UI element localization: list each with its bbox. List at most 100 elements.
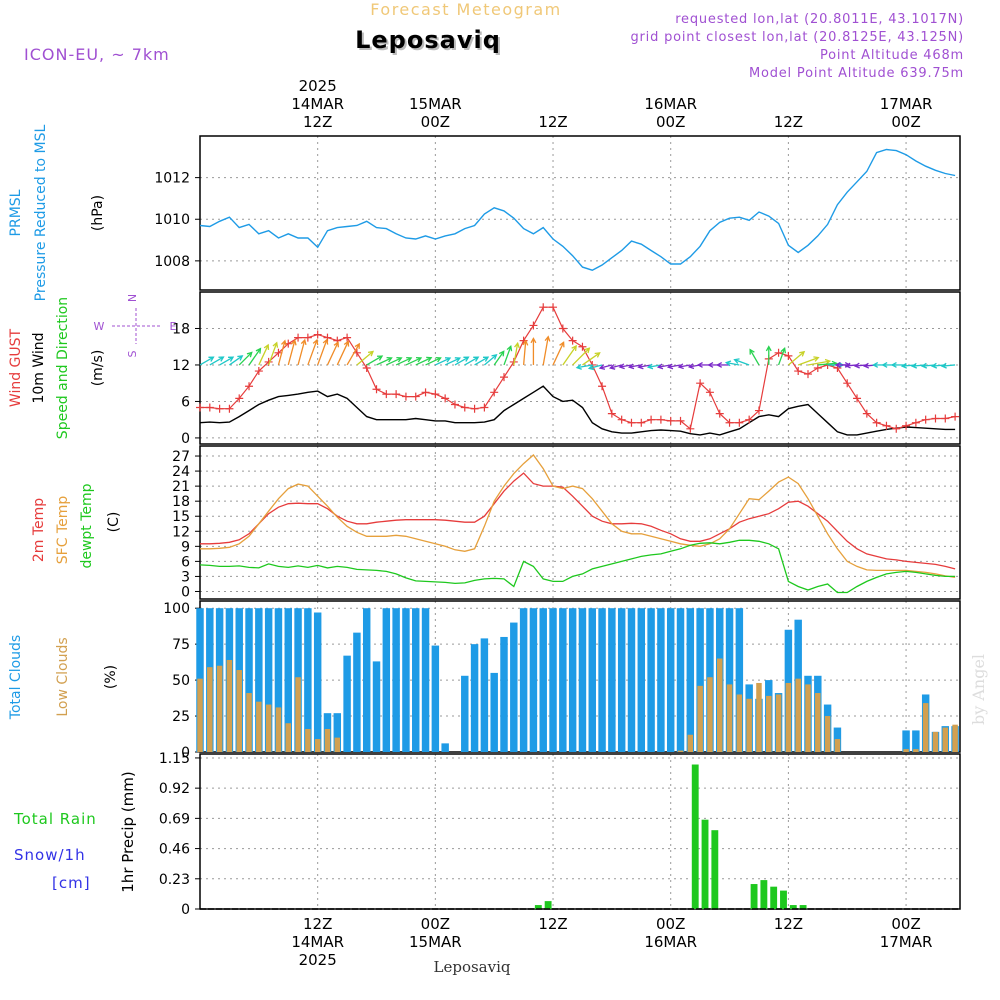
y-tick-label: 18 (172, 321, 190, 337)
low-clouds-bar (314, 739, 321, 752)
gust-marker (431, 390, 440, 399)
wind-arrow-head (910, 362, 918, 369)
total-clouds-bar (559, 608, 567, 752)
compass-s: S (126, 350, 139, 357)
wind-arrow-head (354, 342, 360, 349)
wind-direction-arrow (582, 352, 601, 366)
wind-arrow-head (386, 356, 393, 363)
low-clouds-bar (216, 665, 223, 752)
wind-direction-arrow (610, 364, 622, 369)
total-clouds-bar (912, 730, 920, 752)
wind-direction-arrow (258, 344, 269, 366)
low-clouds-bar (756, 682, 762, 752)
panel-border (199, 753, 961, 910)
y-tick-label: 24 (172, 464, 190, 480)
gust-marker (676, 416, 685, 425)
footer-location: Leposaviq (434, 958, 511, 976)
wind-arrow-head (666, 363, 674, 370)
low-clouds-bar (932, 731, 939, 752)
wind-arrow-head (290, 339, 297, 346)
y-tick-label: 27 (172, 449, 190, 465)
low-clouds-bar (942, 727, 949, 752)
wind-direction-arrow (474, 356, 489, 366)
gust-marker (941, 414, 950, 423)
gust-marker (411, 392, 420, 401)
ylabel-wind-gust: Wind GUST (8, 328, 24, 407)
gust-marker (911, 418, 920, 427)
wind-arrow-head (208, 356, 215, 362)
total-clouds-bar (578, 608, 587, 752)
wind-direction-arrow (317, 339, 328, 366)
panel-border (199, 445, 961, 600)
wind-direction-arrow (444, 357, 461, 366)
y-tick-label: 9 (181, 539, 190, 555)
ylabel-dewpt-temp: dewpt Temp (79, 483, 95, 568)
top-tick-label: 00Z (891, 113, 920, 131)
wind-panel: 0 6 12 18 Wind GUST 10m Wind Speed and Directi… (8, 291, 961, 447)
gust-marker (313, 330, 322, 339)
wind-arrow-head (218, 356, 225, 362)
total-clouds-bar (441, 743, 449, 752)
wind-arrow-head (506, 344, 513, 352)
wind-arrow-head (522, 339, 529, 346)
y-tick-label: 12 (172, 358, 190, 374)
total-clouds-bar (412, 608, 420, 752)
total-clouds-bar (647, 608, 655, 752)
wind-direction-arrow (268, 342, 278, 366)
low-clouds-bar (226, 659, 233, 752)
y-tick-label: 25 (172, 709, 190, 725)
model-name: ICON-EU, ~ 7km (24, 45, 170, 64)
wind-direction-arrow (376, 357, 392, 366)
low-clouds-bar (785, 682, 792, 752)
wind-arrow-head (594, 352, 601, 358)
wind-arrow-head (246, 351, 253, 358)
wind-arrow-head (396, 356, 403, 363)
wind-direction-arrow (483, 354, 497, 366)
wind-direction-arrow (942, 364, 956, 367)
low-clouds-bar (736, 694, 743, 752)
wind-arrow-head (491, 353, 498, 360)
wind-arrow-head (575, 364, 582, 370)
wind-arrow-head (482, 356, 490, 362)
wind-direction-arrow (542, 336, 549, 366)
gust-marker (715, 409, 724, 418)
total-clouds-bar (333, 713, 342, 752)
bottom-tick-label: 16MAR (644, 933, 697, 951)
wind-arrow-head (300, 338, 307, 346)
wind-direction-arrow (513, 343, 519, 366)
low-clouds-bar (197, 678, 203, 752)
rain-bar (544, 901, 552, 909)
wind-speed-line (199, 385, 956, 436)
gust-marker (254, 367, 263, 376)
y-tick-label: 75 (172, 637, 190, 653)
ylabel-sfc-temp: SFC Temp (55, 496, 71, 565)
bottom-tick-label: 00Z (421, 915, 450, 933)
gust-marker (637, 418, 646, 427)
total-clouds-bar (245, 608, 253, 752)
gust-marker (892, 424, 901, 433)
total-clouds-bar (539, 608, 547, 752)
low-clouds-bar (305, 728, 311, 752)
wind-direction-arrow (435, 357, 451, 366)
low-clouds-bar (805, 684, 811, 752)
wind-direction-arrow (248, 348, 261, 366)
total-clouds-bar (686, 608, 695, 752)
low-clouds-bar (795, 678, 801, 752)
top-tick-label: 14MAR (291, 95, 344, 113)
wind-arrow-head (584, 347, 591, 354)
total-clouds-bar (666, 608, 675, 752)
gust-marker (617, 415, 626, 424)
wind-arrow-head (406, 356, 413, 363)
gust-marker (666, 416, 675, 425)
wind-arrow-head (900, 362, 908, 369)
grid-point-coords: grid point closest lon,lat (20.8125E, 43… (630, 30, 964, 45)
top-tick-label: 00Z (656, 113, 685, 131)
wind-arrow-head (544, 335, 551, 342)
gust-marker (421, 388, 430, 397)
y-tick-label: 18 (172, 494, 190, 510)
gust-marker (480, 403, 489, 412)
top-tick-label: 00Z (421, 113, 450, 131)
low-clouds-bar (285, 723, 292, 752)
wind-direction-arrow (589, 364, 603, 370)
